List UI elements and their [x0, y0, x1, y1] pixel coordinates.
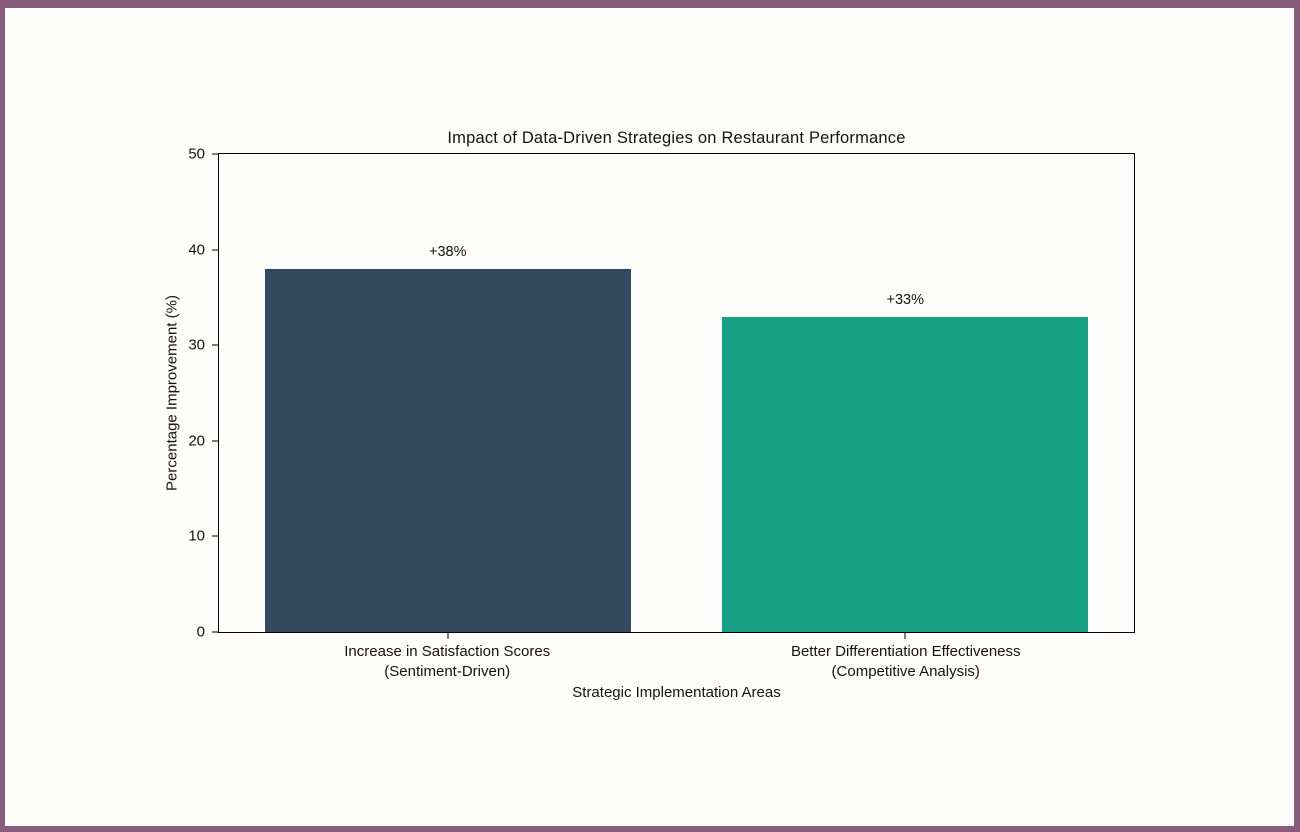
bar-value-label: +33%	[886, 291, 925, 308]
x-tick-mark	[447, 632, 449, 639]
y-tick-10: 10	[157, 529, 219, 544]
y-tick-mark	[212, 344, 219, 346]
plot-area: 0 10 20 30 40 50	[188, 147, 1135, 640]
x-tick-mark	[904, 632, 906, 639]
y-tick-mark	[212, 153, 219, 155]
bar-group-satisfaction: +38%	[264, 154, 631, 632]
bar-differentiation-effectiveness	[722, 316, 1089, 632]
y-tick-mark	[212, 535, 219, 537]
bar-satisfaction-scores	[264, 268, 631, 632]
y-tick-mark	[212, 631, 219, 633]
y-tick-20: 20	[157, 433, 219, 448]
y-tick-0: 0	[157, 625, 219, 640]
y-tick-label: 40	[188, 241, 205, 259]
y-tick-30: 30	[157, 338, 219, 353]
y-axis-label: Percentage Improvement (%)	[163, 295, 181, 491]
y-tick-label: 20	[188, 432, 205, 450]
bar-value-label: +38%	[429, 243, 467, 260]
x-category-label-differentiation: Better Differentiation Effectiveness (Co…	[790, 643, 1021, 680]
chart-canvas: Impact of Data-Driven Strategies on Rest…	[5, 8, 1294, 826]
bar-group-differentiation: +33%	[722, 154, 1089, 632]
y-tick-mark	[212, 249, 219, 251]
y-tick-label: 0	[196, 623, 205, 641]
y-tick-label: 10	[188, 527, 205, 545]
y-tick-50: 50	[157, 147, 219, 162]
y-tick-40: 40	[157, 242, 219, 257]
y-tick-label: 50	[188, 145, 205, 163]
x-tick-labels: Increase in Satisfaction Scores (Sentime…	[218, 642, 1135, 686]
chart-title: Impact of Data-Driven Strategies on Rest…	[447, 129, 906, 147]
x-axis-label: Strategic Implementation Areas	[572, 684, 781, 701]
y-tick-label: 30	[188, 336, 205, 354]
y-tick-mark	[212, 440, 219, 442]
x-category-label-satisfaction: Increase in Satisfaction Scores (Sentime…	[344, 643, 551, 680]
